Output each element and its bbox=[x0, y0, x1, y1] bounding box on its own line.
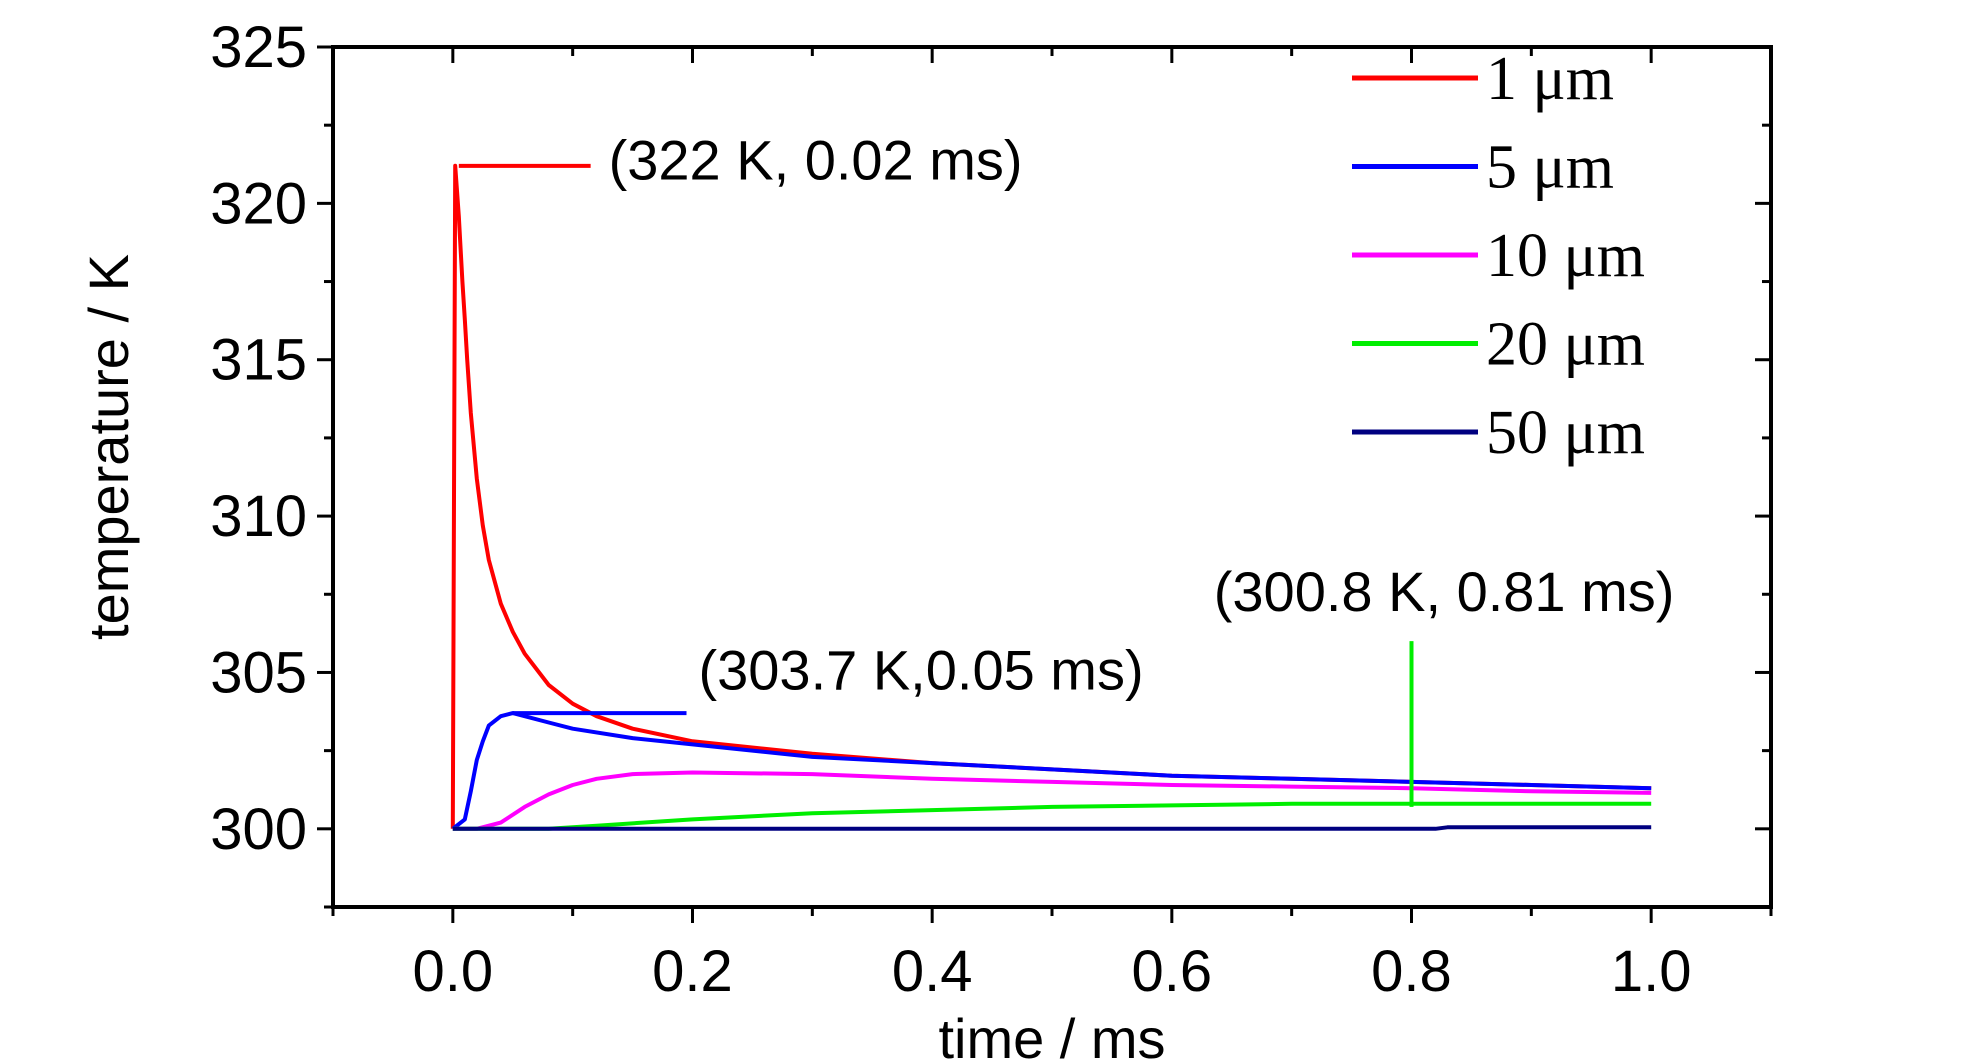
annotation-layer: (322 K, 0.02 ms) (303.7 K,0.05 ms) (300.8 … bbox=[458, 129, 1675, 807]
y-tick-label: 325 bbox=[210, 15, 307, 80]
x-axis-title: time / ms bbox=[938, 1007, 1165, 1062]
annotation-label-1: (303.7 K,0.05 ms) bbox=[698, 638, 1143, 701]
series-line-0 bbox=[450, 163, 1652, 829]
series-line-3 bbox=[452, 801, 1652, 831]
legend-label-4: 50 μm bbox=[1486, 399, 1645, 467]
y-axis-title: temperature / K bbox=[77, 254, 140, 640]
axis-layer: 0.0 0.2 0.4 0.6 0.8 1.0 300 305 310 315 320 325 bbox=[210, 15, 1773, 1004]
legend-label-0: 1 μm bbox=[1486, 45, 1614, 113]
legend-label-2: 10 μm bbox=[1486, 222, 1645, 290]
x-tick-label: 0.0 bbox=[413, 939, 494, 1004]
legend-label-1: 5 μm bbox=[1486, 134, 1614, 202]
x-tick-label: 0.8 bbox=[1371, 939, 1452, 1004]
x-tick-label: 0.6 bbox=[1132, 939, 1213, 1004]
x-tick-label: 1.0 bbox=[1611, 939, 1692, 1004]
y-tick-label: 320 bbox=[210, 171, 307, 236]
y-tick-label: 315 bbox=[210, 328, 307, 393]
y-tick-label: 300 bbox=[210, 797, 307, 862]
series-line-2 bbox=[452, 770, 1652, 831]
y-tick-label: 305 bbox=[210, 640, 307, 705]
annotation-label-0: (322 K, 0.02 ms) bbox=[609, 129, 1023, 192]
annotation-label-2: (300.8 K, 0.81 ms) bbox=[1214, 560, 1675, 623]
series-line-4 bbox=[452, 825, 1652, 831]
legend-label-3: 20 μm bbox=[1486, 311, 1645, 379]
y-tick-label: 310 bbox=[210, 484, 307, 549]
legend: 1 μm 5 μm 10 μm 20 μm 50 μm bbox=[1352, 45, 1645, 467]
series-layer bbox=[450, 163, 1652, 831]
x-tick-label: 0.4 bbox=[892, 939, 973, 1004]
x-tick-label: 0.2 bbox=[652, 939, 733, 1004]
series-line-1 bbox=[451, 711, 1652, 831]
